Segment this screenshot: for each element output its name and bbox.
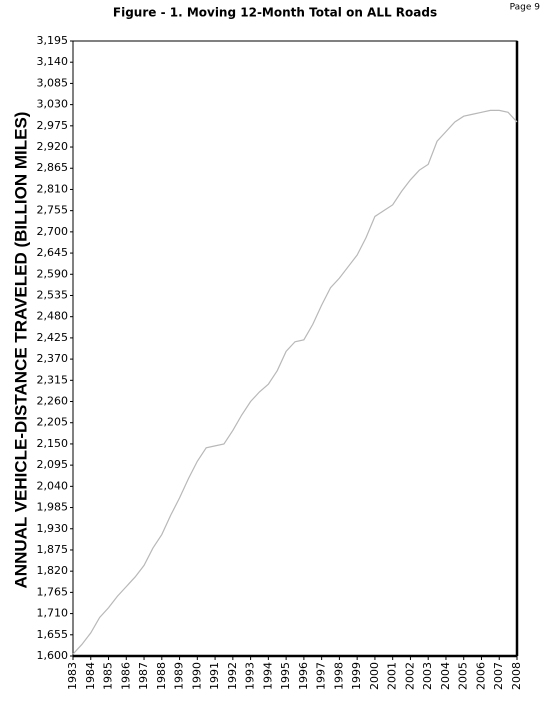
y-tick-label: 1,875 [37, 543, 69, 556]
chart-title: Figure - 1. Moving 12-Month Total on ALL… [113, 6, 437, 20]
y-tick-label: 1,985 [37, 501, 69, 514]
x-tick-label: 1992 [226, 662, 239, 690]
y-tick-label: 1,600 [37, 649, 69, 662]
y-tick-label: 2,590 [37, 267, 69, 280]
x-tick-label: 1990 [190, 662, 203, 690]
y-tick-label: 3,030 [37, 98, 69, 111]
y-tick-label: 2,975 [37, 119, 69, 132]
y-tick-label: 3,195 [37, 34, 69, 47]
x-tick-label: 1991 [208, 662, 221, 690]
x-tick-label: 1993 [244, 662, 257, 690]
x-tick-label: 1999 [350, 662, 363, 690]
y-tick-label: 2,095 [37, 458, 69, 471]
x-tick-label: 1997 [315, 662, 328, 690]
data-line [72, 109, 518, 655]
y-tick-label: 3,140 [37, 55, 69, 68]
y-axis-label: ANNUAL VEHICLE-DISTANCE TRAVELED (BILLIO… [11, 112, 30, 589]
y-tick-label: 2,260 [37, 395, 69, 408]
y-tick-label: 2,920 [37, 140, 69, 153]
x-tick-label: 1987 [137, 662, 150, 690]
y-tick-label: 2,040 [37, 479, 69, 492]
x-tick-label: 2005 [457, 662, 470, 690]
x-tick-label: 1986 [119, 662, 132, 690]
y-tick-label: 2,480 [37, 310, 69, 323]
y-tick-label: 1,820 [37, 564, 69, 577]
y-tick-label: 2,535 [37, 288, 69, 301]
y-tick-label: 1,655 [37, 628, 69, 641]
x-tick-label: 2008 [510, 662, 523, 690]
y-tick-label: 2,205 [37, 416, 69, 429]
x-tick-label: 1985 [102, 662, 115, 690]
y-tick-label: 2,150 [37, 437, 69, 450]
y-tick-label: 1,930 [37, 522, 69, 535]
y-tick-label: 2,645 [37, 246, 69, 259]
x-tick-label: 1984 [84, 662, 97, 690]
y-tick-label: 2,425 [37, 331, 69, 344]
x-tick-label: 2000 [368, 662, 381, 690]
y-tick-label: 1,710 [37, 607, 69, 620]
x-tick-label: 2006 [474, 662, 487, 690]
x-tick-label: 2003 [421, 662, 434, 690]
y-tick-label: 2,370 [37, 352, 69, 365]
x-tick-label: 1994 [261, 662, 274, 690]
x-tick-label: 2001 [386, 662, 399, 690]
x-tick-label: 2004 [439, 662, 452, 690]
y-tick-label: 2,865 [37, 161, 69, 174]
y-tick-label: 2,755 [37, 204, 69, 217]
y-tick-label: 3,085 [37, 76, 69, 89]
y-tick-label: 2,700 [37, 225, 69, 238]
page-label: Page 9 [510, 3, 541, 13]
x-tick-label: 2002 [403, 662, 416, 690]
y-tick-label: 2,810 [37, 182, 69, 195]
plot-frame [72, 40, 518, 657]
x-tick-label: 1983 [66, 662, 79, 690]
x-tick-label: 1989 [173, 662, 186, 690]
x-tick-label: 2007 [492, 662, 505, 690]
y-tick-label: 2,315 [37, 373, 69, 386]
x-tick-label: 1996 [297, 662, 310, 690]
x-tick-label: 1998 [332, 662, 345, 690]
x-tick-label: 1995 [279, 662, 292, 690]
y-tick-label: 1,765 [37, 585, 69, 598]
x-tick-label: 1988 [155, 662, 168, 690]
